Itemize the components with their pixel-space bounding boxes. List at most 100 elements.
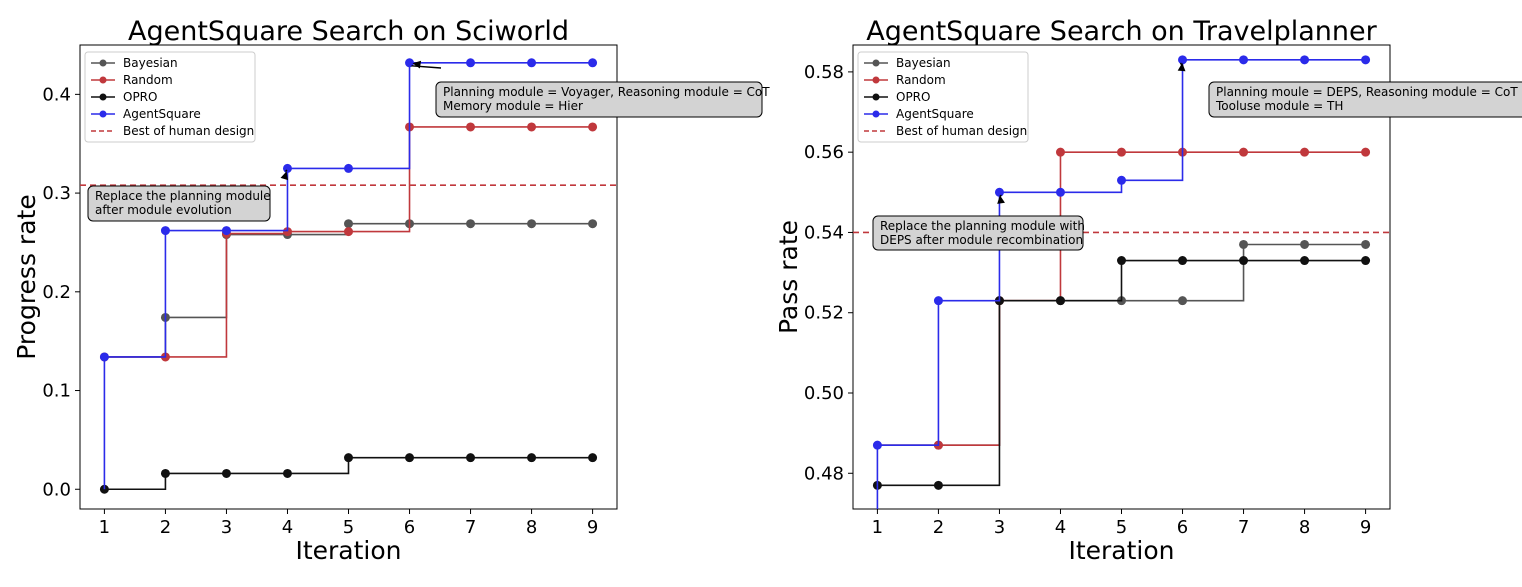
plot-area [80, 58, 617, 494]
y-tick-label: 0.3 [42, 183, 71, 204]
data-point-agentsquare [1117, 175, 1126, 185]
data-point-agentsquare [344, 163, 353, 173]
y-axis-label: Progress rate [12, 194, 41, 359]
data-point-bayesian [1239, 239, 1249, 249]
legend-marker [99, 110, 107, 118]
annotation-text: after module evolution [95, 203, 232, 217]
annotation-text: Tooluse module = TH [1215, 99, 1343, 113]
x-tick-label: 1 [872, 517, 883, 538]
y-tick-label: 0.50 [804, 383, 844, 404]
legend-label: Bayesian [123, 56, 178, 70]
legend-label: OPRO [123, 90, 157, 104]
y-tick-label: 0.58 [804, 62, 844, 83]
data-point-bayesian [344, 219, 353, 229]
data-point-opro [466, 453, 476, 463]
data-point-agentsquare [527, 58, 537, 68]
data-point-bayesian [466, 219, 476, 229]
y-tick-label: 0.4 [42, 84, 71, 105]
x-tick-label: 9 [1360, 517, 1371, 538]
series-line-random [104, 126, 593, 358]
y-tick-label: 0.0 [42, 479, 71, 500]
data-point-opro [933, 480, 943, 490]
legend-label: Best of human design [896, 124, 1027, 138]
x-tick-label: 3 [221, 517, 232, 538]
legend-marker [99, 93, 107, 101]
data-point-random [466, 122, 476, 132]
x-tick-label: 7 [1238, 517, 1249, 538]
x-axis-label: Iteration [1068, 536, 1174, 565]
x-tick-label: 9 [587, 517, 598, 538]
x-tick-label: 8 [526, 517, 537, 538]
data-point-random [1117, 147, 1126, 157]
data-point-random [1055, 147, 1065, 157]
annotation-text: DEPS after module recombination [880, 233, 1083, 247]
data-point-agentsquare [1300, 55, 1310, 65]
legend-marker [872, 110, 880, 118]
data-point-bayesian [1300, 239, 1310, 249]
annotation: Planning moule = DEPS, Reasoning module … [1177, 62, 1522, 118]
series-line-bayesian [104, 222, 593, 358]
annotation-box [435, 81, 763, 118]
legend-marker [872, 76, 880, 84]
chart-title: AgentSquare Search on Sciworld [128, 16, 569, 47]
legend-label: Best of human design [123, 124, 254, 138]
legend-label: Random [123, 73, 173, 87]
y-tick-label: 0.56 [804, 142, 844, 163]
data-point-bayesian [1178, 296, 1188, 306]
x-tick-label: 8 [1299, 517, 1310, 538]
legend-marker [872, 59, 880, 67]
data-point-random [1239, 147, 1249, 157]
data-point-opro [405, 453, 415, 463]
legend: Bayesian Random OPRO AgentSquare Best of hum… [84, 51, 256, 143]
x-tick-label: 7 [465, 517, 476, 538]
x-axis-label: Iteration [295, 536, 401, 565]
annotation-text: Planning moule = DEPS, Reasoning module … [1216, 85, 1518, 99]
x-tick-label: 3 [994, 517, 1005, 538]
data-point-opro [1178, 256, 1188, 266]
data-point-bayesian [527, 219, 537, 229]
annotation-text: Replace the planning module with [880, 219, 1085, 233]
x-tick-label: 1 [99, 517, 110, 538]
data-point-agentsquare [994, 187, 1004, 197]
y-tick-label: 0.48 [804, 463, 844, 484]
x-tick-label: 2 [160, 517, 171, 538]
data-point-opro [1055, 296, 1065, 306]
x-tick-label: 4 [1055, 517, 1066, 538]
data-point-agentsquare [466, 58, 476, 68]
annotation-arrowhead [997, 195, 1005, 204]
data-point-opro [1117, 256, 1126, 266]
x-tick-label: 6 [1177, 517, 1188, 538]
data-point-agentsquare [221, 226, 231, 236]
plot-area [853, 55, 1390, 509]
annotation-text: Planning module = Voyager, Reasoning mod… [443, 85, 770, 99]
data-point-agentsquare [872, 440, 882, 450]
annotation-text: Replace the planning module [95, 189, 271, 203]
data-point-agentsquare [160, 226, 170, 236]
y-tick-label: 0.2 [42, 282, 71, 303]
data-point-opro [1300, 256, 1310, 266]
legend-marker [99, 59, 107, 67]
legend-frame [84, 51, 256, 143]
annotation-arrowhead [280, 171, 289, 181]
annotation-arrowhead [1177, 62, 1186, 72]
legend-marker [872, 93, 880, 101]
annotation-arrowhead [412, 60, 422, 69]
series-line-agentsquare [876, 59, 1366, 509]
data-point-opro [588, 453, 598, 463]
legend-label: OPRO [896, 90, 930, 104]
data-point-opro [282, 468, 292, 478]
chart-title: AgentSquare Search on Travelplanner [866, 16, 1377, 47]
annotation-box [1208, 81, 1522, 118]
annotation-box [87, 185, 271, 222]
data-point-agentsquare [1361, 55, 1371, 65]
data-point-opro [344, 453, 353, 463]
legend: Bayesian Random OPRO AgentSquare Best of hum… [857, 51, 1029, 143]
annotation-box [872, 215, 1084, 251]
x-tick-label: 5 [1116, 517, 1127, 538]
data-point-agentsquare [405, 58, 415, 68]
legend-marker [99, 76, 107, 84]
legend-label: Random [896, 73, 946, 87]
y-axis-label: Pass rate [774, 220, 803, 334]
data-point-agentsquare [99, 352, 109, 362]
data-point-agentsquare [588, 58, 598, 68]
